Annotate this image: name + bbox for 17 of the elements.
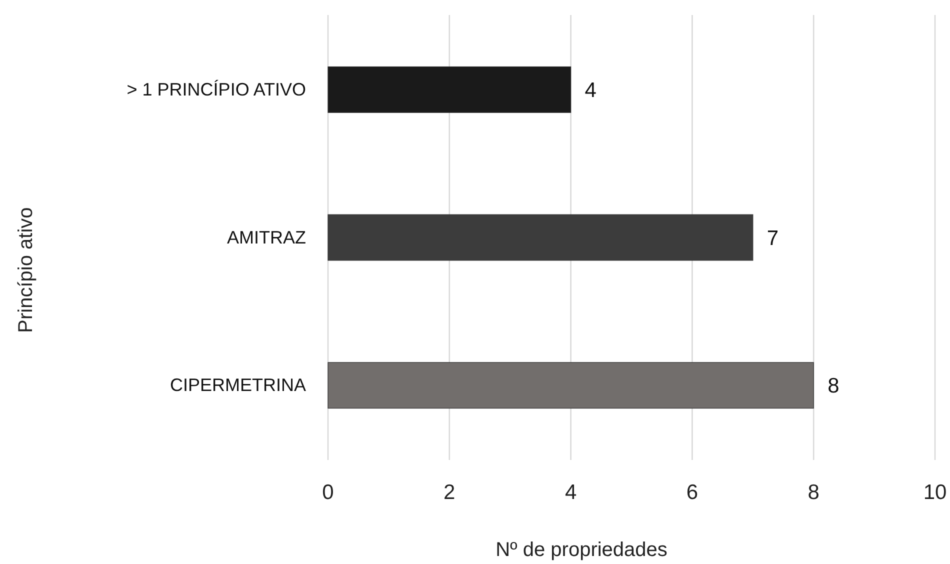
data-label: 8	[828, 374, 840, 398]
y-tick-label: > 1 PRINCÍPIO ATIVO	[126, 79, 306, 100]
bar	[328, 362, 814, 409]
x-tick-label: 6	[686, 480, 698, 504]
x-tick-label: 4	[564, 480, 577, 504]
bar	[328, 214, 754, 261]
y-axis-title: Princípio ativo	[15, 207, 37, 333]
y-tick-label: CIPERMETRINA	[170, 375, 306, 396]
bar	[328, 66, 572, 113]
x-tick-label: 8	[808, 480, 820, 504]
x-tick-label: 2	[444, 480, 456, 504]
x-tick-label: 10	[923, 480, 947, 504]
data-label: 7	[766, 226, 779, 250]
x-axis-title: Nº de propriedades	[496, 539, 668, 561]
x-tick-label: 0	[322, 480, 334, 504]
data-label: 4	[584, 79, 597, 102]
y-tick-label: AMITRAZ	[227, 227, 306, 248]
